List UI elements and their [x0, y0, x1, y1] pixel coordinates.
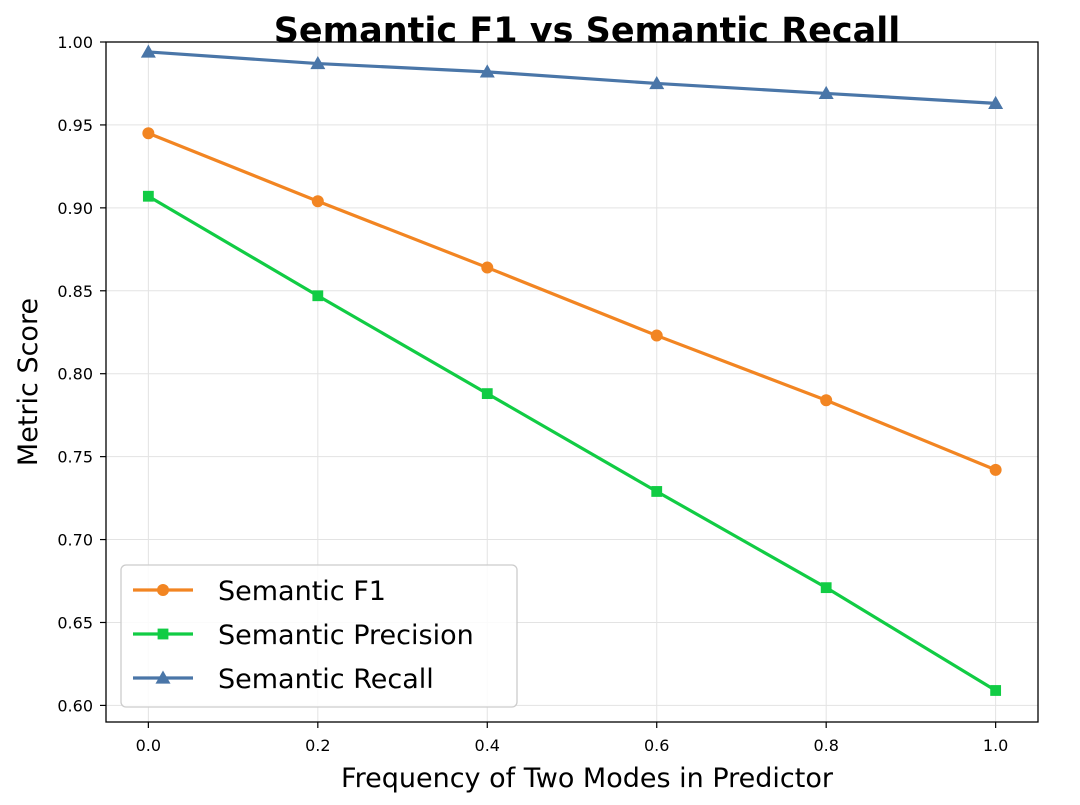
y-tick-label: 0.90 — [57, 199, 93, 218]
x-tick-label: 0.0 — [136, 736, 161, 755]
y-tick-label: 0.70 — [57, 531, 93, 550]
legend-label: Semantic Precision — [218, 620, 474, 651]
series-semantic-precision — [142, 190, 1002, 696]
data-point — [818, 85, 834, 100]
legend-marker-circle-icon — [157, 584, 169, 596]
y-tick-label: 1.00 — [57, 33, 93, 52]
x-tick-label: 0.8 — [813, 736, 838, 755]
plot-frame — [105, 41, 1039, 723]
legend-item: Semantic F1 — [133, 576, 386, 607]
legend-item: Semantic Recall — [133, 664, 434, 695]
legend: Semantic F1 Semantic Precision Semantic Re… — [120, 564, 518, 708]
y-axis-label: Metric Score — [13, 298, 44, 466]
data-point — [651, 486, 663, 497]
data-point — [142, 127, 155, 140]
series-line — [146, 194, 998, 693]
data-point — [481, 388, 493, 400]
chart-title: Semantic F1 vs Semantic Recall — [274, 11, 901, 51]
data-point — [311, 195, 324, 208]
legend-marker-square-icon — [157, 628, 169, 640]
series-semantic-recall — [140, 44, 1004, 109]
legend-box — [120, 564, 518, 708]
legend-label: Semantic F1 — [218, 576, 386, 607]
data-point — [142, 190, 154, 202]
y-axis: 0.60 0.65 0.70 0.75 0.80 0.85 0.90 0.95 1.00 — [57, 33, 106, 715]
y-tick-label: 0.65 — [57, 613, 93, 632]
y-tick-label: 0.85 — [57, 282, 93, 301]
y-tick-label: 0.80 — [57, 365, 93, 384]
data-point — [481, 261, 494, 274]
data-point — [649, 75, 665, 90]
data-point — [820, 582, 832, 594]
series-line — [146, 131, 998, 472]
data-point — [989, 463, 1002, 476]
series-line — [146, 50, 998, 105]
y-tick-label: 0.75 — [57, 448, 93, 467]
data-point — [140, 44, 156, 58]
data-point — [988, 95, 1004, 109]
y-tick-label: 0.95 — [57, 116, 93, 135]
legend-item: Semantic Precision — [133, 620, 474, 651]
legend-marker-triangle-icon — [155, 670, 171, 684]
series-semantic-f1 — [142, 127, 1002, 476]
x-axis: 0.0 0.2 0.4 0.6 0.8 1.0 — [136, 722, 1008, 755]
x-tick-label: 1.0 — [983, 736, 1008, 755]
data-point — [479, 64, 495, 78]
data-point — [990, 685, 1002, 696]
series-layer — [140, 44, 1004, 696]
x-axis-label: Frequency of Two Modes in Predictor — [341, 763, 834, 794]
data-point — [820, 394, 833, 407]
x-tick-label: 0.2 — [305, 736, 330, 755]
x-tick-label: 0.4 — [475, 736, 500, 755]
x-tick-label: 0.6 — [644, 736, 669, 755]
y-tick-label: 0.60 — [57, 696, 93, 715]
legend-label: Semantic Recall — [218, 664, 434, 695]
data-point — [310, 56, 326, 70]
data-point — [312, 290, 324, 302]
data-point — [650, 329, 663, 342]
